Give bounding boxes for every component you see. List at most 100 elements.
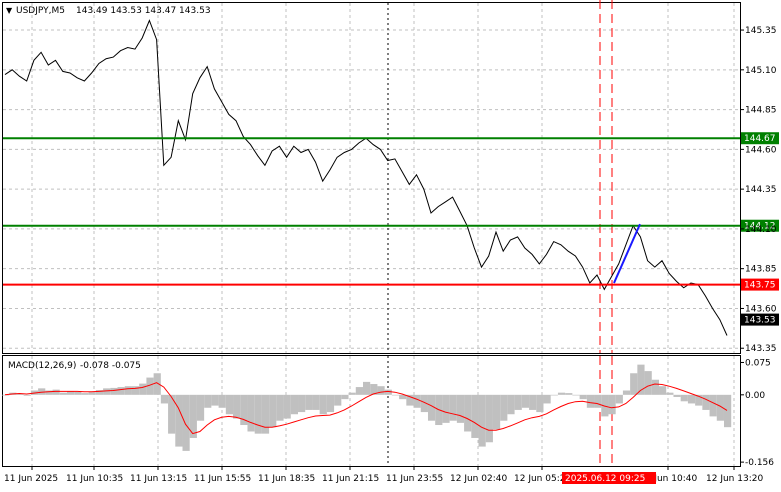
macd-histogram-bar bbox=[406, 394, 414, 406]
macd-histogram-bar bbox=[276, 394, 284, 421]
price-axis: 145.35 145.10 144.85 144.60 144.35 144.10 143.… bbox=[740, 26, 779, 468]
macd-indicator bbox=[2, 364, 732, 451]
macd-histogram-bar bbox=[247, 394, 255, 432]
level-tag-label: 144.12 bbox=[744, 222, 776, 232]
macd-histogram-bar bbox=[464, 394, 472, 432]
macd-axis-label: 0.00 bbox=[745, 391, 765, 401]
macd-histogram-bar bbox=[59, 392, 67, 395]
price-axis-label: 144.10 bbox=[745, 225, 777, 235]
macd-histogram-bar bbox=[384, 389, 392, 395]
macd-histogram-bar bbox=[637, 364, 645, 395]
macd-histogram-bar bbox=[442, 394, 450, 423]
macd-histogram-bar bbox=[565, 393, 573, 395]
macd-histogram-bar bbox=[536, 394, 544, 413]
macd-histogram-bar bbox=[225, 394, 234, 415]
macd-histogram-bar bbox=[153, 373, 161, 395]
macd-axis-label: -0.156 bbox=[745, 458, 774, 468]
macd-histogram-bar bbox=[572, 394, 580, 396]
time-axis-label: 11 Jun 23:55 bbox=[386, 474, 443, 484]
macd-histogram-bar bbox=[449, 394, 457, 421]
macd-signal-line bbox=[4, 382, 728, 435]
macd-histogram-bar bbox=[348, 392, 356, 395]
price-axis-label: 145.10 bbox=[745, 66, 777, 76]
time-axis-label: 11 Jun 15:55 bbox=[194, 474, 251, 484]
time-axis-label: 12 Jun 10:40 bbox=[640, 474, 697, 484]
macd-histogram-bar bbox=[305, 394, 313, 410]
time-axis-label: 12 Jun 02:40 bbox=[450, 474, 507, 484]
macd-histogram-bar bbox=[471, 394, 479, 438]
horizontal-levels[interactable]: 144.67 144.12 143.75 bbox=[3, 132, 779, 291]
macd-label: MACD(12,26,9) bbox=[8, 361, 76, 371]
price-line bbox=[4, 19, 728, 336]
macd-histogram-bar bbox=[594, 394, 602, 408]
macd-histogram-bar bbox=[261, 394, 270, 434]
macd-histogram-bar bbox=[218, 394, 226, 408]
macd-histogram-bar bbox=[666, 392, 674, 395]
macd-histogram-bar bbox=[529, 394, 537, 410]
macd-histogram-bar bbox=[716, 394, 724, 421]
macd-histogram-bar bbox=[66, 391, 75, 395]
macd-histogram-bar bbox=[521, 394, 530, 408]
macd-histogram-bar bbox=[168, 394, 176, 434]
macd-histogram-bar bbox=[485, 394, 493, 443]
level-tag-label: 144.67 bbox=[744, 134, 776, 144]
macd-histogram-bar bbox=[38, 388, 46, 395]
price-pane[interactable] bbox=[2, 2, 741, 354]
macd-histogram-bar bbox=[45, 390, 53, 395]
macd-axis-label: 0.075 bbox=[745, 358, 771, 368]
symbol-menu-icon[interactable]: ▼ bbox=[6, 6, 13, 15]
macd-histogram-bar bbox=[363, 381, 371, 395]
macd-histogram-bar bbox=[507, 394, 515, 415]
price-axis-label: 144.35 bbox=[745, 185, 777, 195]
macd-histogram-bar bbox=[413, 394, 421, 408]
macd-histogram-bar bbox=[622, 390, 631, 395]
current-price-tag bbox=[741, 313, 779, 326]
macd-histogram-bar bbox=[514, 394, 522, 410]
price-axis-label: 145.35 bbox=[745, 26, 777, 36]
level-tag-label: 143.75 bbox=[744, 281, 776, 291]
macd-histogram-bar bbox=[550, 394, 558, 396]
time-axis-label: 12 Jun 05:2 bbox=[514, 474, 565, 484]
macd-histogram-bar bbox=[189, 394, 197, 438]
macd-histogram-bar bbox=[478, 394, 486, 447]
level-tag bbox=[741, 219, 779, 232]
macd-histogram-bar bbox=[687, 394, 696, 404]
level-tag bbox=[741, 278, 779, 291]
signal-markers bbox=[613, 223, 641, 284]
ohlc-readout: 143.49 143.53 143.47 143.53 bbox=[76, 6, 211, 16]
grid bbox=[3, 3, 740, 466]
macd-histogram-bar bbox=[601, 394, 609, 417]
macd-histogram-bar bbox=[724, 394, 732, 428]
macd-histogram-bar bbox=[579, 394, 587, 400]
current-price-label: 143.53 bbox=[744, 316, 776, 326]
macd-histogram-bar bbox=[377, 386, 385, 395]
session-separators bbox=[387, 0, 613, 466]
price-axis-label: 143.60 bbox=[745, 304, 777, 314]
macd-histogram-bar bbox=[427, 394, 436, 421]
macd-histogram-bar bbox=[644, 371, 652, 395]
macd-histogram-bar bbox=[659, 386, 667, 395]
macd-histogram-bar bbox=[81, 393, 89, 395]
macd-histogram-bar bbox=[608, 394, 616, 415]
macd-histogram-bar bbox=[298, 394, 306, 413]
macd-histogram-bar bbox=[283, 394, 291, 419]
macd-histogram-bar bbox=[673, 394, 681, 397]
macd-histogram-bar bbox=[103, 388, 111, 395]
macd-histogram-bar bbox=[456, 394, 465, 423]
time-axis-label: 11 Jun 13:15 bbox=[130, 474, 187, 484]
macd-histogram-bar bbox=[233, 394, 241, 419]
macd-pane[interactable] bbox=[2, 355, 741, 467]
macd-histogram-bar bbox=[110, 387, 118, 395]
macd-histogram-bar bbox=[702, 394, 710, 410]
macd-histogram-bar bbox=[211, 394, 219, 406]
macd-histogram-bar bbox=[370, 384, 378, 395]
highlight-time-label: 2025.06.12 09:25 bbox=[565, 474, 645, 484]
macd-histogram-bar bbox=[709, 394, 717, 417]
macd-histogram-bar bbox=[312, 394, 320, 410]
macd-histogram-bar bbox=[492, 394, 501, 430]
price-axis-label: 143.85 bbox=[745, 265, 777, 275]
macd-histogram-bar bbox=[543, 394, 551, 404]
macd-histogram-bar bbox=[240, 394, 248, 426]
